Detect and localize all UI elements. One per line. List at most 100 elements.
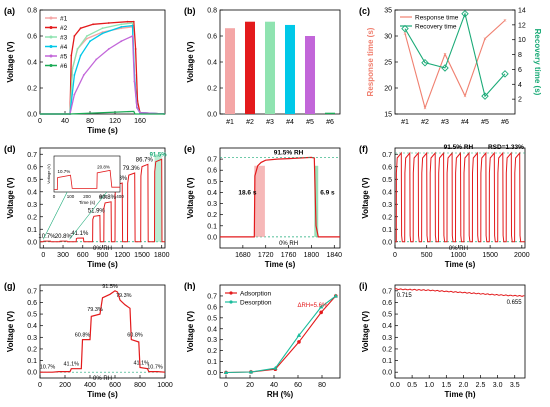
y-tick-label: 0.3 bbox=[382, 335, 392, 342]
x-tick-label: 2000 bbox=[514, 252, 530, 259]
rh-annotation: 20.8% bbox=[55, 234, 73, 240]
x-tick-label: 500 bbox=[421, 252, 433, 259]
data-point bbox=[501, 70, 509, 78]
rh-annotation: 91.5% RH bbox=[274, 150, 304, 157]
rh-annotation: 10.7% bbox=[147, 365, 163, 371]
x-tick-label: 160 bbox=[134, 118, 146, 125]
legend-label: #2 bbox=[60, 25, 68, 32]
recovery-time-label: 6.9 s bbox=[320, 190, 335, 197]
y-tick-label: 0.6 bbox=[27, 34, 37, 41]
data-point bbox=[92, 23, 95, 26]
y-tick-label: 0.1 bbox=[27, 358, 37, 365]
legend-marker bbox=[49, 64, 53, 67]
y-axis-label: Voltage (V) bbox=[361, 311, 370, 353]
x-tick-label: 600 bbox=[77, 252, 89, 259]
y-tick-label: 0.5 bbox=[382, 312, 392, 319]
y-tick-label: 0.6 bbox=[207, 304, 217, 311]
y-axis-label: Voltage (V) bbox=[186, 177, 195, 219]
y-tick-label: 0.8 bbox=[27, 8, 37, 15]
data-point bbox=[70, 54, 73, 57]
data-point bbox=[273, 365, 278, 370]
legend-label: Adsorption bbox=[240, 291, 271, 298]
data-point bbox=[333, 293, 338, 298]
x-tick-label: 1000 bbox=[451, 252, 467, 259]
y-tick-label: 0.1 bbox=[27, 227, 37, 234]
x-tick-label: 600 bbox=[109, 382, 121, 389]
x-tick-label: 80 bbox=[86, 118, 94, 125]
rh-annotation: 91.5% bbox=[102, 284, 118, 290]
panel-label: (i) bbox=[359, 281, 368, 291]
x-tick-label: 0.0 bbox=[390, 382, 400, 389]
x-tick-label: 300 bbox=[57, 252, 69, 259]
y-right-tick-label: 12 bbox=[518, 22, 526, 29]
x-tick-label: 0 bbox=[41, 252, 45, 259]
inset-x-tick-label: 0 bbox=[53, 194, 56, 199]
y-axis-label: Voltage (V) bbox=[6, 311, 15, 353]
data-point bbox=[441, 64, 449, 72]
data-point bbox=[461, 9, 469, 18]
data-point bbox=[133, 80, 136, 83]
y-tick-label: 0.5 bbox=[207, 315, 217, 322]
y-right-axis-label: Recovery time (s) bbox=[533, 29, 542, 96]
bar-#1 bbox=[225, 28, 235, 115]
data-point bbox=[120, 23, 123, 26]
rh-annotation: 79.3% bbox=[116, 293, 132, 299]
y-tick-label: 0.7 bbox=[382, 152, 392, 159]
data-point bbox=[73, 74, 76, 76]
x-tick-label: 1.0 bbox=[424, 382, 434, 389]
inset-label: 20.8% bbox=[97, 164, 110, 169]
data-point bbox=[71, 67, 74, 70]
y-tick-label: 0.2 bbox=[382, 214, 392, 221]
response-trace bbox=[220, 156, 340, 238]
y-tick-label: 0.4 bbox=[27, 60, 37, 67]
y-right-tick-label: 8 bbox=[518, 52, 522, 59]
data-point bbox=[297, 340, 301, 344]
y-tick-label: 0.7 bbox=[27, 152, 37, 159]
baseline-label: 0% RH bbox=[93, 376, 112, 382]
data-point: × bbox=[463, 94, 467, 100]
x-tick-label: 1000 bbox=[157, 382, 173, 389]
inset-x-label: Time (s) bbox=[79, 200, 96, 205]
y-tick-label: 0.7 bbox=[207, 293, 217, 300]
y-tick-label: 0.6 bbox=[382, 164, 392, 171]
rh-annotation: 41.1% bbox=[133, 361, 149, 367]
x-tick-label: #3 bbox=[441, 119, 449, 126]
legend-marker bbox=[49, 16, 53, 20]
y-tick-label: 0.5 bbox=[382, 177, 392, 184]
data-point bbox=[101, 27, 104, 30]
plot-frame bbox=[394, 284, 526, 379]
data-point bbox=[139, 111, 141, 114]
inset-leader bbox=[69, 191, 108, 240]
x-tick-label: 1680 bbox=[235, 252, 251, 259]
data-point bbox=[421, 58, 429, 67]
legend-marker bbox=[49, 35, 53, 39]
data-point bbox=[73, 93, 76, 96]
panel-label: (a) bbox=[4, 6, 15, 16]
x-tick-label: #2 bbox=[246, 119, 254, 126]
x-tick-label: 40 bbox=[61, 118, 69, 125]
legend-label: Response time bbox=[415, 15, 459, 22]
data-point bbox=[120, 26, 123, 28]
data-point bbox=[318, 304, 324, 309]
x-tick-label: 1800 bbox=[154, 252, 170, 259]
y-right-tick-label: 4 bbox=[518, 82, 522, 89]
baseline-label: 0% RH bbox=[279, 241, 298, 247]
y-tick-label: 0.0 bbox=[27, 370, 37, 377]
x-tick-label: 1720 bbox=[258, 252, 274, 259]
x-axis-label: Time (s) bbox=[87, 390, 118, 399]
rh-annotation: 91.5% RH bbox=[444, 144, 474, 151]
y-axis-label: Response time (s) bbox=[366, 27, 375, 96]
bar-#3 bbox=[265, 21, 275, 115]
y-axis-label: Voltage (V) bbox=[6, 41, 15, 83]
data-point: × bbox=[503, 19, 507, 25]
panel-e: 1680 1720 1760 1800 1840 0.0 0.1 0.2 0.3 0.4 0.5 0.… bbox=[184, 144, 342, 269]
y-axis-label: Voltage (V) bbox=[361, 177, 370, 219]
y-tick-label: 0.5 bbox=[207, 179, 217, 186]
y-tick-label: 0.0 bbox=[27, 112, 37, 119]
rh-annotation: 10.7% bbox=[38, 234, 56, 240]
x-tick-label: 1500 bbox=[482, 252, 498, 259]
cycle-trace bbox=[395, 151, 525, 243]
data-point: × bbox=[403, 32, 407, 38]
data-point bbox=[131, 35, 134, 37]
inset-x-tick-label: 300 bbox=[100, 194, 108, 199]
